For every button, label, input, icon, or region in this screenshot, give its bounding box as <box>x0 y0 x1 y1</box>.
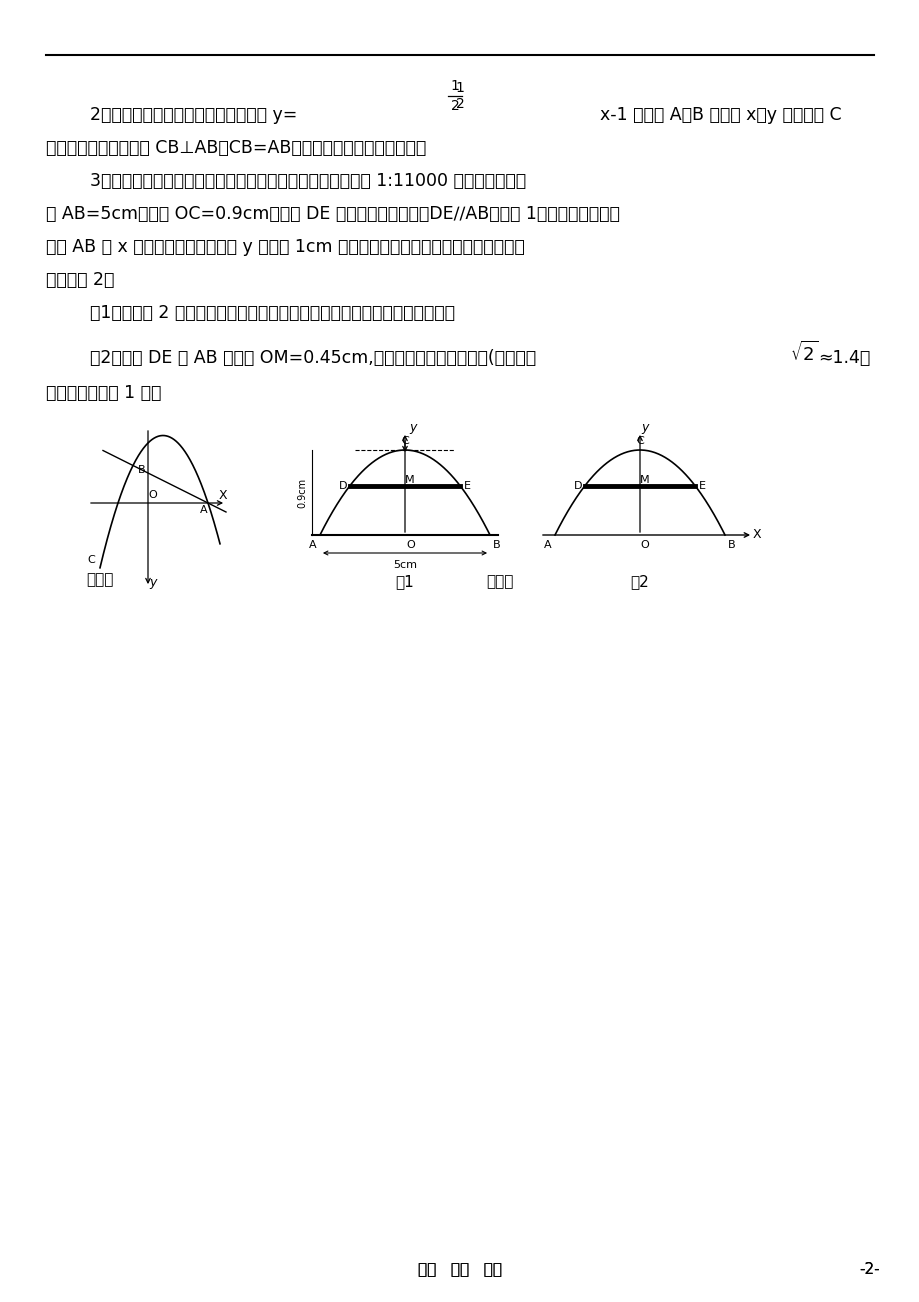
Text: 1: 1 <box>455 81 464 95</box>
Text: A: A <box>544 540 551 549</box>
Text: 直线 AB 为 x 轴，抛物线的对称轴为 y 轴，以 1cm 作为数轴的单位长度，建立平面直角坐标: 直线 AB 为 x 轴，抛物线的对称轴为 y 轴，以 1cm 作为数轴的单位长度… <box>46 238 524 256</box>
Text: ≈1.4，: ≈1.4， <box>817 349 869 367</box>
Text: 1: 1 <box>450 79 459 92</box>
Text: 2、如图，一个二次函数的图象与直线 y=: 2、如图，一个二次函数的图象与直线 y= <box>90 105 297 124</box>
Text: （1）求出图 2 上以这一部分抛物线为图象的函数解析式，写出函数定义域；: （1）求出图 2 上以这一部分抛物线为图象的函数解析式，写出函数定义域； <box>90 303 455 322</box>
Text: 2: 2 <box>455 98 464 111</box>
Text: C: C <box>635 436 643 447</box>
Text: E: E <box>463 480 471 491</box>
Text: 3、卢浦大桥拱形可以近似看作抛物线的一部分，在大桥截面 1:11000 的比例图上，跨: 3、卢浦大桥拱形可以近似看作抛物线的一部分，在大桥截面 1:11000 的比例图… <box>90 172 526 190</box>
Text: -2-: -2- <box>858 1263 879 1277</box>
Text: C: C <box>87 555 95 565</box>
Text: 2: 2 <box>450 99 459 113</box>
Text: E: E <box>698 480 705 491</box>
Text: 第二题: 第二题 <box>86 573 114 587</box>
Text: 第三题: 第三题 <box>486 574 513 590</box>
Text: y: y <box>641 422 648 435</box>
Text: （2）如果 DE 与 AB 的距离 OM=0.45cm,求卢浦大桥拱内实际桥长(备用数据: （2）如果 DE 与 AB 的距离 OM=0.45cm,求卢浦大桥拱内实际桥长(… <box>90 349 536 367</box>
Text: y: y <box>409 422 416 435</box>
Text: 5cm: 5cm <box>392 560 416 570</box>
Text: B: B <box>728 540 735 549</box>
Text: 图2: 图2 <box>630 574 649 590</box>
Text: O: O <box>640 540 649 549</box>
Text: X: X <box>752 529 761 542</box>
Text: B: B <box>138 465 145 475</box>
Text: 用心   爱心   专心: 用心 爱心 专心 <box>417 1263 502 1277</box>
Text: y: y <box>150 575 157 589</box>
Text: 系，如图 2。: 系，如图 2。 <box>46 271 114 289</box>
Text: D: D <box>338 480 346 491</box>
Text: X: X <box>219 490 227 503</box>
Text: 在二次函数图象上，且 CB⊥AB，CB=AB，求这个二次函数的解析式。: 在二次函数图象上，且 CB⊥AB，CB=AB，求这个二次函数的解析式。 <box>46 139 425 158</box>
Text: 用心   爱心   专心: 用心 爱心 专心 <box>417 1263 502 1277</box>
Text: x-1 的交点 A、B 分别在 x、y 轴上，点 C: x-1 的交点 A、B 分别在 x、y 轴上，点 C <box>599 105 841 124</box>
Text: 图1: 图1 <box>395 574 414 590</box>
Text: B: B <box>493 540 500 549</box>
Text: D: D <box>573 480 582 491</box>
Text: -2-: -2- <box>858 1263 879 1277</box>
Text: O: O <box>148 491 157 500</box>
Text: A: A <box>309 540 316 549</box>
Text: M: M <box>640 475 649 484</box>
Text: $\sqrt{2}$: $\sqrt{2}$ <box>789 341 818 365</box>
Text: M: M <box>404 475 414 484</box>
Text: O: O <box>406 540 414 549</box>
Text: 0.9cm: 0.9cm <box>297 478 307 508</box>
Text: 计算结果精确到 1 米）: 计算结果精确到 1 米） <box>46 384 161 402</box>
Text: A: A <box>199 505 207 514</box>
Text: C: C <box>401 436 408 447</box>
Text: 度 AB=5cm，拱高 OC=0.9cm，线段 DE 表示大桥拱内桥长，DE∕∕AB，如图 1，在比例图上，以: 度 AB=5cm，拱高 OC=0.9cm，线段 DE 表示大桥拱内桥长，DE∕∕… <box>46 204 619 223</box>
